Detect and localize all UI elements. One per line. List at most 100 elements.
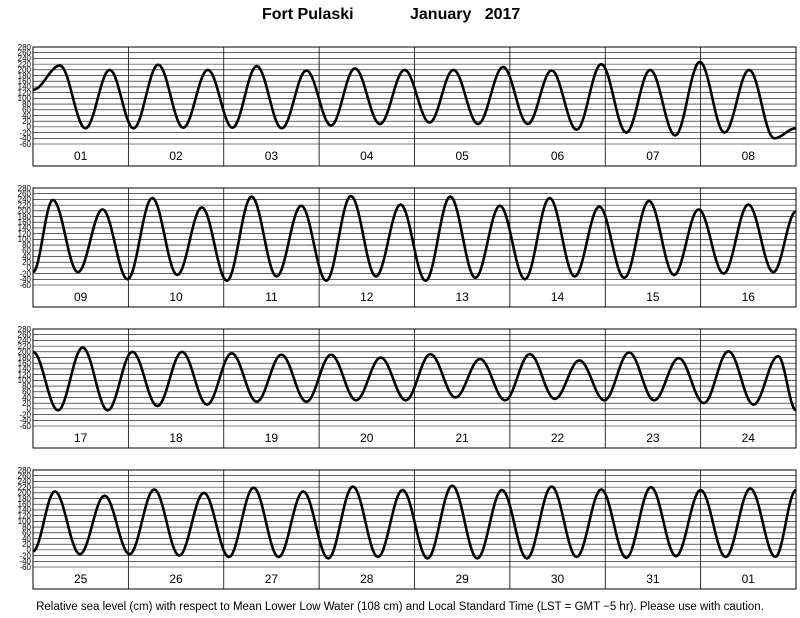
y-tick-label: 140: [18, 365, 32, 374]
y-tick-label: 280: [18, 325, 32, 334]
y-tick-label: 240: [18, 336, 32, 345]
day-label: 24: [742, 431, 756, 445]
day-label: 01: [742, 572, 756, 586]
y-tick-label: -60: [19, 563, 31, 572]
y-tick-label: 60: [22, 529, 31, 538]
day-label: 04: [360, 149, 374, 163]
y-tick-label: 40: [22, 534, 31, 543]
y-tick-label: 20: [22, 540, 31, 549]
y-tick-label: -20: [19, 551, 31, 560]
day-label: 06: [551, 149, 565, 163]
y-tick-label: 260: [18, 49, 32, 58]
y-tick-label: 80: [22, 100, 31, 109]
day-label: 30: [551, 572, 565, 586]
day-label: 07: [646, 149, 660, 163]
y-tick-label: 280: [18, 184, 32, 193]
day-label: 27: [265, 572, 279, 586]
day-label: 17: [74, 431, 88, 445]
y-tick-label: 0: [27, 264, 32, 273]
y-tick-label: 220: [18, 342, 32, 351]
y-tick-label: 180: [18, 494, 32, 503]
y-tick-label: 260: [18, 331, 32, 340]
y-tick-label: 160: [18, 500, 32, 509]
day-label: 13: [456, 290, 470, 304]
y-tick-label: -40: [19, 416, 31, 425]
day-label: 19: [265, 431, 279, 445]
y-tick-label: 200: [18, 489, 32, 498]
y-tick-label: -60: [19, 422, 31, 431]
y-tick-label: 240: [18, 195, 32, 204]
y-tick-label: 40: [22, 252, 31, 261]
day-label: 08: [742, 149, 756, 163]
y-tick-label: 260: [18, 472, 32, 481]
day-label: 10: [169, 290, 183, 304]
y-tick-label: 60: [22, 388, 31, 397]
y-tick-label: 140: [18, 506, 32, 515]
y-tick-label: -40: [19, 275, 31, 284]
chart-title-station: Fort Pulaski: [262, 6, 354, 23]
day-label: 28: [360, 572, 374, 586]
y-tick-label: 280: [18, 466, 32, 475]
y-tick-label: 40: [22, 393, 31, 402]
y-tick-label: 0: [27, 405, 32, 414]
y-tick-label: 140: [18, 224, 32, 233]
y-tick-label: 20: [22, 399, 31, 408]
y-tick-label: 80: [22, 382, 31, 391]
y-tick-label: 200: [18, 207, 32, 216]
y-tick-label: -40: [19, 134, 31, 143]
tide-curve: [32, 484, 797, 560]
title-month: January: [410, 6, 472, 23]
tide-curve: [32, 194, 797, 283]
y-tick-label: 140: [18, 83, 32, 92]
chart-title-month-year: January 2017: [410, 6, 520, 24]
y-tick-label: 200: [18, 66, 32, 75]
day-label: 03: [265, 149, 279, 163]
title-year: 2017: [484, 6, 521, 23]
y-tick-label: 240: [18, 477, 32, 486]
day-label: 21: [456, 431, 470, 445]
y-tick-label: 220: [18, 201, 32, 210]
day-label: 23: [646, 431, 660, 445]
y-tick-label: 120: [18, 229, 32, 238]
y-tick-label: 200: [18, 348, 32, 357]
day-label: 12: [360, 290, 374, 304]
y-tick-label: 160: [18, 218, 32, 227]
y-tick-label: 20: [22, 117, 31, 126]
y-tick-label: 80: [22, 523, 31, 532]
y-tick-label: 60: [22, 106, 31, 115]
day-label: 14: [551, 290, 565, 304]
y-tick-label: 0: [27, 546, 32, 555]
y-tick-label: 20: [22, 258, 31, 267]
day-label: 26: [169, 572, 183, 586]
y-tick-label: -40: [19, 557, 31, 566]
day-label: 20: [360, 431, 374, 445]
footer-caption: Relative sea level (cm) with respect to …: [36, 601, 764, 613]
y-tick-label: 160: [18, 77, 32, 86]
y-tick-label: -20: [19, 410, 31, 419]
y-tick-label: -20: [19, 269, 31, 278]
y-tick-label: 40: [22, 111, 31, 120]
tide-curve: [32, 60, 797, 140]
day-label: 22: [551, 431, 565, 445]
tide-curve: [32, 346, 797, 412]
y-tick-label: -20: [19, 128, 31, 137]
y-tick-label: -60: [19, 281, 31, 290]
day-label: 01: [74, 149, 88, 163]
day-label: 15: [646, 290, 660, 304]
y-tick-label: 220: [18, 483, 32, 492]
day-label: 18: [169, 431, 183, 445]
y-tick-label: 260: [18, 190, 32, 199]
day-label: 02: [169, 149, 183, 163]
day-label: 09: [74, 290, 88, 304]
y-tick-label: 180: [18, 71, 32, 80]
day-label: 16: [742, 290, 756, 304]
day-label: 11: [265, 290, 278, 304]
y-tick-label: 120: [18, 370, 32, 379]
y-tick-label: 120: [18, 88, 32, 97]
y-tick-label: -60: [19, 140, 31, 149]
y-tick-label: 80: [22, 241, 31, 250]
y-tick-label: 240: [18, 54, 32, 63]
day-label: 05: [456, 149, 470, 163]
y-tick-label: 100: [18, 517, 32, 526]
